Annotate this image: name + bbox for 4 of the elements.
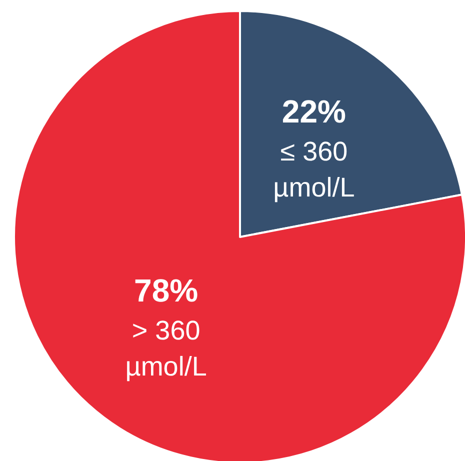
data-label: 22% — [282, 94, 346, 130]
slice-label: > 360 µmol/L — [125, 315, 207, 382]
slice-label: ≤ 360 µmol/L — [273, 136, 355, 203]
data-label: 78% — [134, 272, 198, 308]
